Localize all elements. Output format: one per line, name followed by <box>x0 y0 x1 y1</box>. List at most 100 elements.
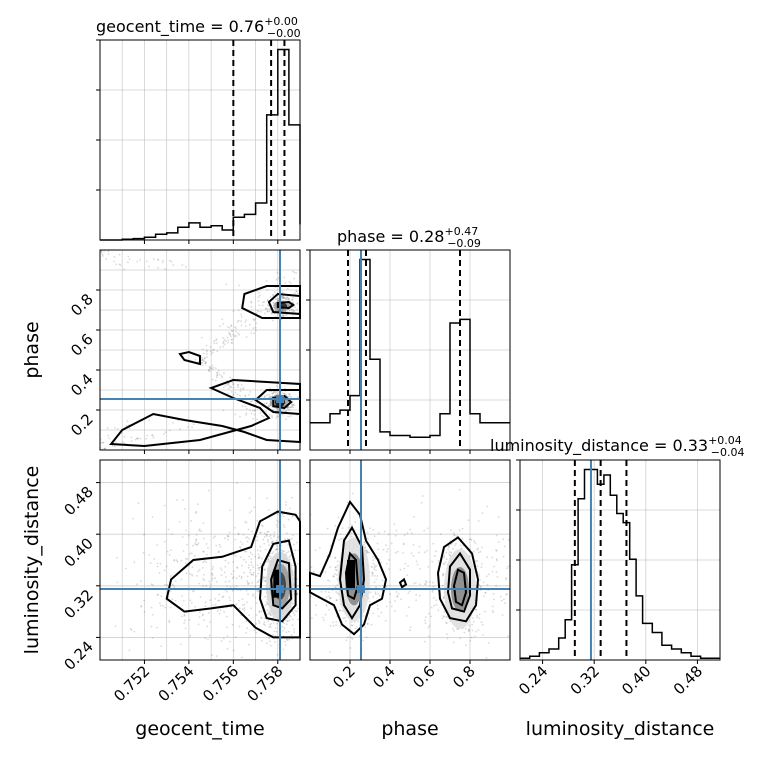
sample-point <box>198 528 201 531</box>
sample-point <box>256 564 259 566</box>
sample-point <box>211 579 214 581</box>
sample-point <box>353 621 356 623</box>
sample-point <box>276 299 279 302</box>
sample-point <box>387 533 390 536</box>
sample-point <box>482 595 485 597</box>
sample-point <box>487 642 490 644</box>
sample-point <box>271 552 274 555</box>
sample-point <box>194 358 197 361</box>
sample-point <box>266 642 268 645</box>
sample-point <box>274 291 276 293</box>
sample-point <box>277 277 280 279</box>
sample-point <box>202 561 205 564</box>
sample-point <box>339 609 341 612</box>
sample-point <box>346 636 349 638</box>
sample-point <box>273 535 275 538</box>
sample-point <box>507 539 510 541</box>
sample-point <box>247 566 250 569</box>
sample-point <box>478 574 480 577</box>
sample-point <box>269 557 272 560</box>
sample-point <box>339 625 342 628</box>
sample-point <box>211 574 214 577</box>
sample-point <box>230 338 233 341</box>
sample-point <box>140 605 143 607</box>
sample-point <box>269 387 271 389</box>
sample-point <box>428 624 431 627</box>
sample-point <box>201 359 203 361</box>
sample-point <box>275 630 278 633</box>
sample-point <box>232 570 235 572</box>
sample-point <box>163 540 166 543</box>
sample-point <box>285 297 287 299</box>
sample-point <box>116 428 119 430</box>
sample-point <box>209 599 212 602</box>
sample-point <box>272 551 275 553</box>
truth-marker <box>276 395 284 403</box>
sample-point <box>396 595 399 597</box>
sample-point <box>442 615 445 617</box>
sample-point <box>372 562 375 565</box>
sample-point <box>274 309 277 311</box>
sample-point <box>211 577 214 580</box>
sample-point <box>267 530 270 533</box>
sample-point <box>241 604 244 607</box>
sample-point <box>294 610 297 612</box>
sample-point <box>201 359 204 361</box>
sample-point <box>441 573 444 576</box>
sample-point <box>292 403 295 406</box>
sample-point <box>260 616 263 619</box>
sample-point <box>427 612 430 615</box>
sample-point <box>463 631 466 634</box>
sample-point <box>291 534 294 537</box>
sample-point <box>426 549 428 552</box>
sample-point <box>505 577 507 579</box>
sample-point <box>225 283 228 286</box>
contour-line <box>436 536 480 623</box>
sample-point <box>253 409 256 412</box>
sample-point <box>388 559 390 561</box>
sample-point <box>218 543 221 546</box>
sample-point <box>210 353 213 355</box>
sample-point <box>192 590 194 593</box>
sample-point <box>249 409 252 411</box>
sample-point <box>283 392 285 395</box>
sample-point <box>495 549 498 552</box>
sample-point <box>418 594 421 597</box>
sample-point <box>259 412 262 414</box>
sample-point <box>408 606 410 609</box>
sample-point <box>433 604 436 607</box>
sample-point <box>169 549 172 552</box>
sample-point <box>375 569 377 572</box>
sample-point <box>119 264 122 266</box>
sample-point <box>253 332 256 335</box>
sample-point <box>228 531 231 534</box>
sample-point <box>207 638 209 641</box>
sample-point <box>310 566 313 568</box>
truth-marker <box>276 585 284 594</box>
sample-point <box>234 413 237 416</box>
sample-point <box>275 545 278 547</box>
sample-point <box>264 312 266 315</box>
sample-point <box>297 608 300 610</box>
sample-point <box>265 561 268 564</box>
sample-point <box>350 621 353 623</box>
sample-point <box>286 638 288 641</box>
sample-point <box>270 622 272 625</box>
sample-point <box>151 434 154 437</box>
sample-point <box>276 271 279 274</box>
sample-point <box>195 534 198 536</box>
sample-point <box>283 297 285 300</box>
sample-point <box>267 558 270 560</box>
sample-point <box>114 625 117 627</box>
sample-point <box>224 559 227 562</box>
sample-point <box>181 615 184 618</box>
sample-point <box>294 549 297 552</box>
sample-point <box>453 534 456 537</box>
sample-point <box>247 537 250 540</box>
sample-point <box>253 413 256 416</box>
sample-point <box>336 578 339 580</box>
sample-point <box>206 349 208 352</box>
density-peak <box>273 569 280 598</box>
sample-point <box>380 611 383 614</box>
sample-point <box>329 555 332 558</box>
